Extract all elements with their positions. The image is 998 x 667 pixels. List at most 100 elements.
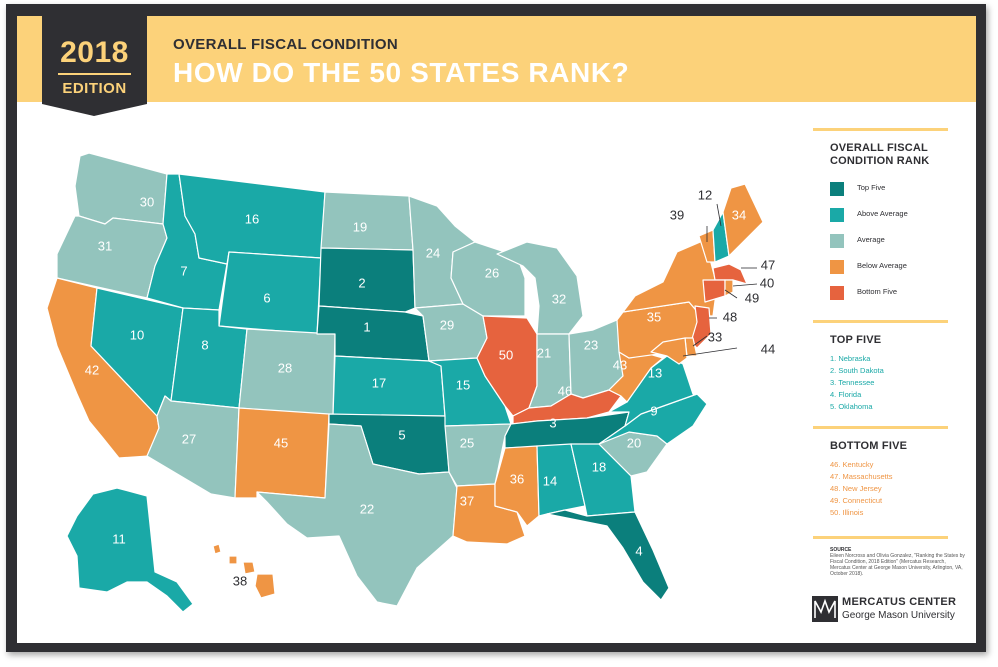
bottom-five-item: 49. Connecticut [830,496,883,505]
rank-label-mi: 32 [552,291,566,306]
rank-label-or: 31 [98,238,112,253]
rank-label-az: 27 [182,431,196,446]
rank-label-wy: 6 [263,290,270,305]
rank-label-il: 50 [499,347,513,362]
mercatus-logo: MERCATUS CENTER George Mason University [812,594,962,624]
source-rule [813,536,948,539]
state-wisconsin [450,241,526,317]
rank-label-de: 33 [708,329,722,344]
rank-label-mt: 16 [245,211,259,226]
edition-badge [42,16,147,116]
state-arizona [146,395,240,499]
rank-label-ny: 41 [646,265,660,280]
legend-title-line2: CONDITION RANK [830,155,930,167]
state-south-dakota [318,247,416,313]
state-west-virginia [608,351,664,403]
page-subtitle: OVERALL FISCAL CONDITION [173,36,398,53]
legend-swatch [830,234,844,248]
bottom-five-item: 46. Kentucky [830,460,874,469]
state-maryland [650,337,688,365]
edition-year: 2018 [60,36,129,69]
rank-label-co: 28 [278,360,292,375]
state-new-mexico [234,407,330,499]
logo-name: MERCATUS CENTER [842,596,957,608]
legend-title-line1: OVERALL FISCAL [830,142,928,154]
legend-label: Below Average [857,261,907,270]
top-five-item: 5. Oklahoma [830,402,873,411]
rank-label-ct: 49 [745,290,759,305]
rank-label-la: 37 [460,493,474,508]
state-alaska [66,487,194,613]
edition-badge-text: 2018 EDITION [42,16,147,116]
rank-label-ms: 36 [510,471,524,486]
legend-swatch [830,260,844,274]
rank-label-nd: 19 [353,219,367,234]
edition-divider [58,73,131,75]
rank-label-mn: 24 [426,245,440,260]
top-five-item: 2. South Dakota [830,366,884,375]
rank-label-nm: 45 [274,435,288,450]
top-five-item: 3. Tennessee [830,378,875,387]
state-florida [546,509,670,601]
rank-label-al: 14 [543,473,557,488]
rank-label-ak: 11 [112,531,126,546]
source-note: SOURCE Eileen Norcross and Olivia Gonzal… [830,547,965,577]
us-map: 3031427101668272845192117522242915253726… [42,16,775,613]
state-washington [74,152,168,225]
rank-label-ri: 40 [760,275,774,290]
rank-label-ne: 1 [363,319,370,334]
rank-label-tx: 22 [360,501,374,516]
rank-labels: 3031427101668272845192117522242915253726… [85,187,775,588]
source-label: SOURCE [830,547,852,553]
rank-label-ut: 8 [201,337,208,352]
state-new-jersey [690,305,712,349]
top-five-item: 1. Nebraska [830,354,871,363]
rank-label-mo: 15 [456,377,470,392]
bottom-five-item: 47. Massachusetts [830,472,893,481]
legend-rule-top [813,128,948,131]
state-rhode-island [724,279,734,297]
top-five-heading: TOP FIVE [830,334,882,346]
state-connecticut [702,279,726,303]
rank-label-ky: 46 [558,383,572,398]
rank-label-id: 7 [180,263,187,278]
rank-label-ma: 47 [761,257,775,272]
rank-label-in: 21 [537,345,551,360]
rank-label-wv: 43 [613,357,627,372]
rank-label-ga: 18 [592,459,606,474]
rank-label-oh: 23 [584,337,598,352]
state-new-york [622,239,718,317]
top-five-item: 4. Florida [830,390,862,399]
state-texas [256,423,458,607]
rank-label-wi: 26 [485,265,499,280]
rank-label-va: 13 [648,365,662,380]
rank-label-ia: 29 [440,317,454,332]
bottom-five-list: 46. Kentucky 47. Massachusetts 48. New J… [830,459,893,519]
rank-label-hi: 38 [233,573,247,588]
legend-label: Average [857,235,885,244]
top-five-list: 1. Nebraska 2. South Dakota 3. Tennessee… [830,353,884,413]
rank-label-wa: 30 [140,194,154,209]
page-title: HOW DO THE 50 STATES RANK? [173,57,630,88]
legend-label: Above Average [857,209,908,218]
state-maine [722,183,764,257]
edition-label: EDITION [62,80,127,97]
legend-label: Top Five [857,183,886,192]
legend-swatch [830,286,844,300]
rank-label-nv: 10 [130,327,144,342]
rank-label-ar: 25 [460,435,474,450]
rank-label-nh: 12 [698,187,712,202]
legend-swatch [830,208,844,222]
bottom-five-heading: BOTTOM FIVE [830,440,908,452]
poster-border: 30 31 42 7 10 16 6 8 27 28 45 19 2 1 17 5 22 24 29 15 25 37 26… [6,4,986,652]
poster: 30 31 42 7 10 16 6 8 27 28 45 19 2 1 17 5 22 24 29 15 25 37 26… [17,16,976,643]
rank-label-ks: 17 [372,375,386,390]
logo-university: George Mason University [842,610,955,621]
legend-title: OVERALL FISCAL CONDITION RANK [830,142,929,168]
header-banner [17,16,976,102]
rank-label-nc: 9 [650,403,657,418]
rank-label-sd: 2 [358,275,365,290]
source-text: Eileen Norcross and Olivia Gonzalez, "Ra… [830,553,965,577]
rank-label-tn: 3 [549,415,556,430]
legend-label: Bottom Five [857,287,898,296]
